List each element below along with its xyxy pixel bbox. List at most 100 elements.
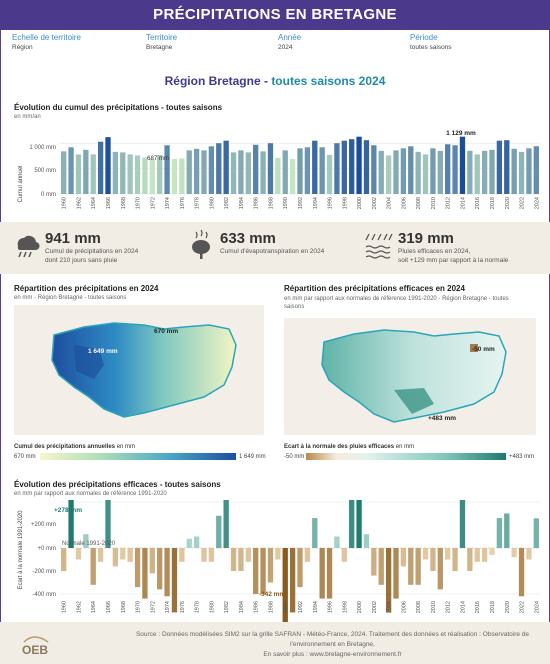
chart2-bar[interactable] xyxy=(415,548,421,585)
chart2-bar[interactable] xyxy=(134,548,141,588)
chart1-bar[interactable] xyxy=(275,157,281,194)
chart2-bar[interactable] xyxy=(171,548,178,613)
chart1-bar[interactable] xyxy=(400,148,407,194)
chart2-bar[interactable] xyxy=(208,548,215,562)
chart1-bar[interactable] xyxy=(533,146,539,194)
chart1-bar[interactable] xyxy=(474,154,480,194)
chart2-bar[interactable] xyxy=(393,548,399,599)
chart1-bar[interactable] xyxy=(504,140,510,194)
chart1-bar[interactable] xyxy=(304,147,311,194)
filter-territory[interactable]: Territoire Bretagne xyxy=(146,33,177,51)
chart2-bar[interactable] xyxy=(518,548,525,597)
chart2-bar[interactable] xyxy=(385,548,392,613)
chart2-bar[interactable] xyxy=(496,518,503,548)
chart2-bar[interactable] xyxy=(253,548,259,594)
chart2-bar[interactable] xyxy=(459,500,466,548)
chart1-bar[interactable] xyxy=(260,151,266,194)
chart1-bar[interactable] xyxy=(459,136,466,194)
chart1-bar[interactable] xyxy=(326,154,333,194)
effective-precip-map[interactable]: -50 mm +483 mm xyxy=(284,318,536,435)
oeb-logo[interactable]: OEB xyxy=(22,630,82,661)
chart2-bar[interactable] xyxy=(230,548,237,571)
chart1-bar[interactable] xyxy=(334,143,340,194)
chart1-bar[interactable] xyxy=(289,158,296,194)
chart2-bar[interactable] xyxy=(511,548,517,558)
chart1-bar[interactable] xyxy=(363,140,370,194)
chart2-bar[interactable] xyxy=(97,548,104,562)
chart1-bar[interactable] xyxy=(90,154,96,194)
chart1-bar[interactable] xyxy=(511,148,517,194)
chart1-bar[interactable] xyxy=(526,148,532,194)
chart1-bar[interactable] xyxy=(157,154,163,194)
chart1-bar[interactable] xyxy=(171,158,178,194)
filter-year[interactable]: Année 2024 xyxy=(278,33,301,51)
chart2-bar[interactable] xyxy=(533,518,539,548)
chart2-bar[interactable] xyxy=(452,548,458,571)
chart1-bar[interactable] xyxy=(245,152,251,194)
chart2-bar[interactable] xyxy=(437,548,443,590)
chart2-bar[interactable] xyxy=(75,548,82,560)
chart1-bar[interactable] xyxy=(496,140,503,194)
chart1-bar[interactable] xyxy=(282,150,288,194)
chart2-bar[interactable] xyxy=(304,548,311,562)
chart2-bar[interactable] xyxy=(408,548,414,585)
chart1-bar[interactable] xyxy=(371,145,377,194)
chart1-bar[interactable] xyxy=(223,140,229,194)
chart2-bar[interactable] xyxy=(157,548,163,590)
chart1-bar[interactable] xyxy=(378,150,384,194)
chart2-bar[interactable] xyxy=(223,500,229,548)
chart2-bar[interactable] xyxy=(193,536,200,549)
chart2-bar[interactable] xyxy=(179,548,185,562)
chart1-bar[interactable] xyxy=(297,148,303,194)
chart2-bar[interactable] xyxy=(142,548,148,599)
chart1-bar[interactable] xyxy=(230,152,237,194)
chart2-bar[interactable] xyxy=(349,500,355,548)
chart2-bar[interactable] xyxy=(112,548,119,567)
chart2-bar[interactable] xyxy=(400,548,407,567)
chart2-bar[interactable] xyxy=(260,548,266,594)
chart2-bar[interactable] xyxy=(481,548,488,562)
chart1-bar[interactable] xyxy=(452,145,458,194)
chart1-bar[interactable] xyxy=(216,143,222,194)
chart2-bar[interactable] xyxy=(275,548,281,560)
chart2-bar[interactable] xyxy=(90,548,96,585)
source-link[interactable]: En savoir plus : www.bretagne-environnem… xyxy=(263,651,402,658)
chart1-bar[interactable] xyxy=(61,151,67,194)
chart1-bar[interactable] xyxy=(83,149,89,194)
chart2-bar[interactable] xyxy=(526,548,532,560)
chart1-bar[interactable] xyxy=(385,155,392,194)
chart2-bar[interactable] xyxy=(297,548,303,588)
chart2-bar[interactable] xyxy=(282,548,288,622)
chart1-bar[interactable] xyxy=(408,146,414,194)
chart1-bar[interactable] xyxy=(356,136,362,194)
chart1-bar[interactable] xyxy=(393,150,399,194)
chart2-bar[interactable] xyxy=(164,548,170,597)
chart2-bar[interactable] xyxy=(319,548,325,599)
chart1-bar[interactable] xyxy=(437,150,443,194)
chart2-bar[interactable] xyxy=(504,513,510,549)
chart2-bar[interactable] xyxy=(489,548,495,555)
chart1-bar[interactable] xyxy=(186,150,192,194)
chart1-bar[interactable] xyxy=(179,158,185,194)
chart2-bar[interactable] xyxy=(238,548,244,571)
chart1-bar[interactable] xyxy=(105,137,111,194)
chart1-bar[interactable] xyxy=(489,149,495,194)
chart2-bar[interactable] xyxy=(371,548,377,576)
chart2-bar[interactable] xyxy=(334,536,340,549)
chart1-bar[interactable] xyxy=(120,152,126,194)
chart1-bar[interactable] xyxy=(208,146,215,194)
chart1-bar[interactable] xyxy=(312,140,318,194)
chart2-bar[interactable] xyxy=(186,538,192,548)
chart1-bar[interactable] xyxy=(341,140,347,194)
filter-period[interactable]: Période toutes saisons xyxy=(410,33,452,51)
chart1-bar[interactable] xyxy=(97,141,104,194)
chart2-bar[interactable] xyxy=(341,548,347,562)
chart2-bar[interactable] xyxy=(378,548,384,585)
chart1-bar[interactable] xyxy=(253,144,259,194)
chart2-bar[interactable] xyxy=(201,548,207,562)
chart1-bar[interactable] xyxy=(467,150,473,194)
chart1-bar[interactable] xyxy=(422,154,429,194)
chart2-bar[interactable] xyxy=(326,548,333,599)
chart2-bar[interactable] xyxy=(356,500,362,548)
chart1-bar[interactable] xyxy=(319,147,325,194)
